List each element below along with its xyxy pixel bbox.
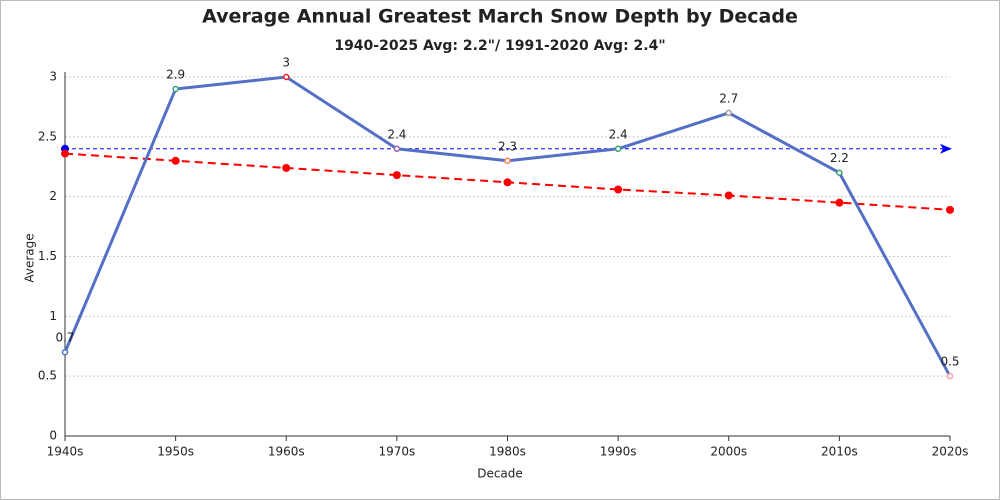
data-point — [725, 109, 732, 117]
trend-point — [946, 205, 954, 214]
x-tick-label: 2000s — [710, 445, 747, 459]
data-label: 2.3 — [498, 139, 517, 153]
trend-point — [724, 191, 733, 200]
data-label: 3 — [282, 56, 290, 70]
y-tick-label: 0 — [49, 429, 57, 443]
y-axis-label: Average — [23, 233, 37, 282]
data-label: 0.5 — [940, 355, 959, 369]
data-label: 2.4 — [609, 127, 628, 141]
chart-subtitle: 1940-2025 Avg: 2.2"/ 1991-2020 Avg: 2.4" — [334, 38, 665, 54]
x-tick-label: 1980s — [489, 445, 526, 459]
trend-point — [282, 163, 291, 172]
data-label: 2.2 — [830, 151, 849, 165]
trend-point — [392, 171, 401, 180]
data-label: 2.9 — [166, 67, 185, 81]
data-label: 2.4 — [387, 127, 406, 141]
trend-point — [503, 178, 512, 187]
y-tick-label: 1.5 — [38, 249, 57, 263]
x-tick-label: 1960s — [268, 445, 305, 459]
trend-point — [61, 149, 69, 158]
data-point — [836, 169, 843, 176]
y-tick-label: 1 — [49, 309, 57, 323]
x-tick-label: 1970s — [378, 445, 415, 459]
data-point — [504, 157, 511, 165]
x-tick-label: 1990s — [600, 445, 637, 459]
x-tick-label: 1940s — [47, 445, 84, 459]
data-point — [61, 348, 69, 356]
trend-point — [614, 185, 623, 194]
y-tick-label: 2 — [49, 189, 57, 203]
data-point — [614, 145, 622, 153]
y-tick-label: 3 — [49, 70, 57, 84]
chart-title: Average Annual Greatest March Snow Depth… — [202, 6, 798, 28]
x-tick-label: 2010s — [821, 445, 858, 459]
data-point — [283, 73, 290, 81]
data-point — [172, 85, 179, 93]
data-point — [946, 372, 954, 380]
x-axis-label: Decade — [477, 467, 523, 481]
trend-point — [835, 198, 844, 207]
y-tick-label: 2.5 — [38, 129, 57, 143]
data-label: 2.7 — [719, 91, 738, 105]
data-label: 0.7 — [55, 331, 74, 345]
y-tick-label: 0.5 — [38, 369, 57, 383]
trend-point — [171, 156, 180, 165]
data-point — [393, 145, 401, 153]
x-tick-label: 2020s — [932, 445, 969, 459]
x-tick-label: 1950s — [157, 445, 194, 459]
